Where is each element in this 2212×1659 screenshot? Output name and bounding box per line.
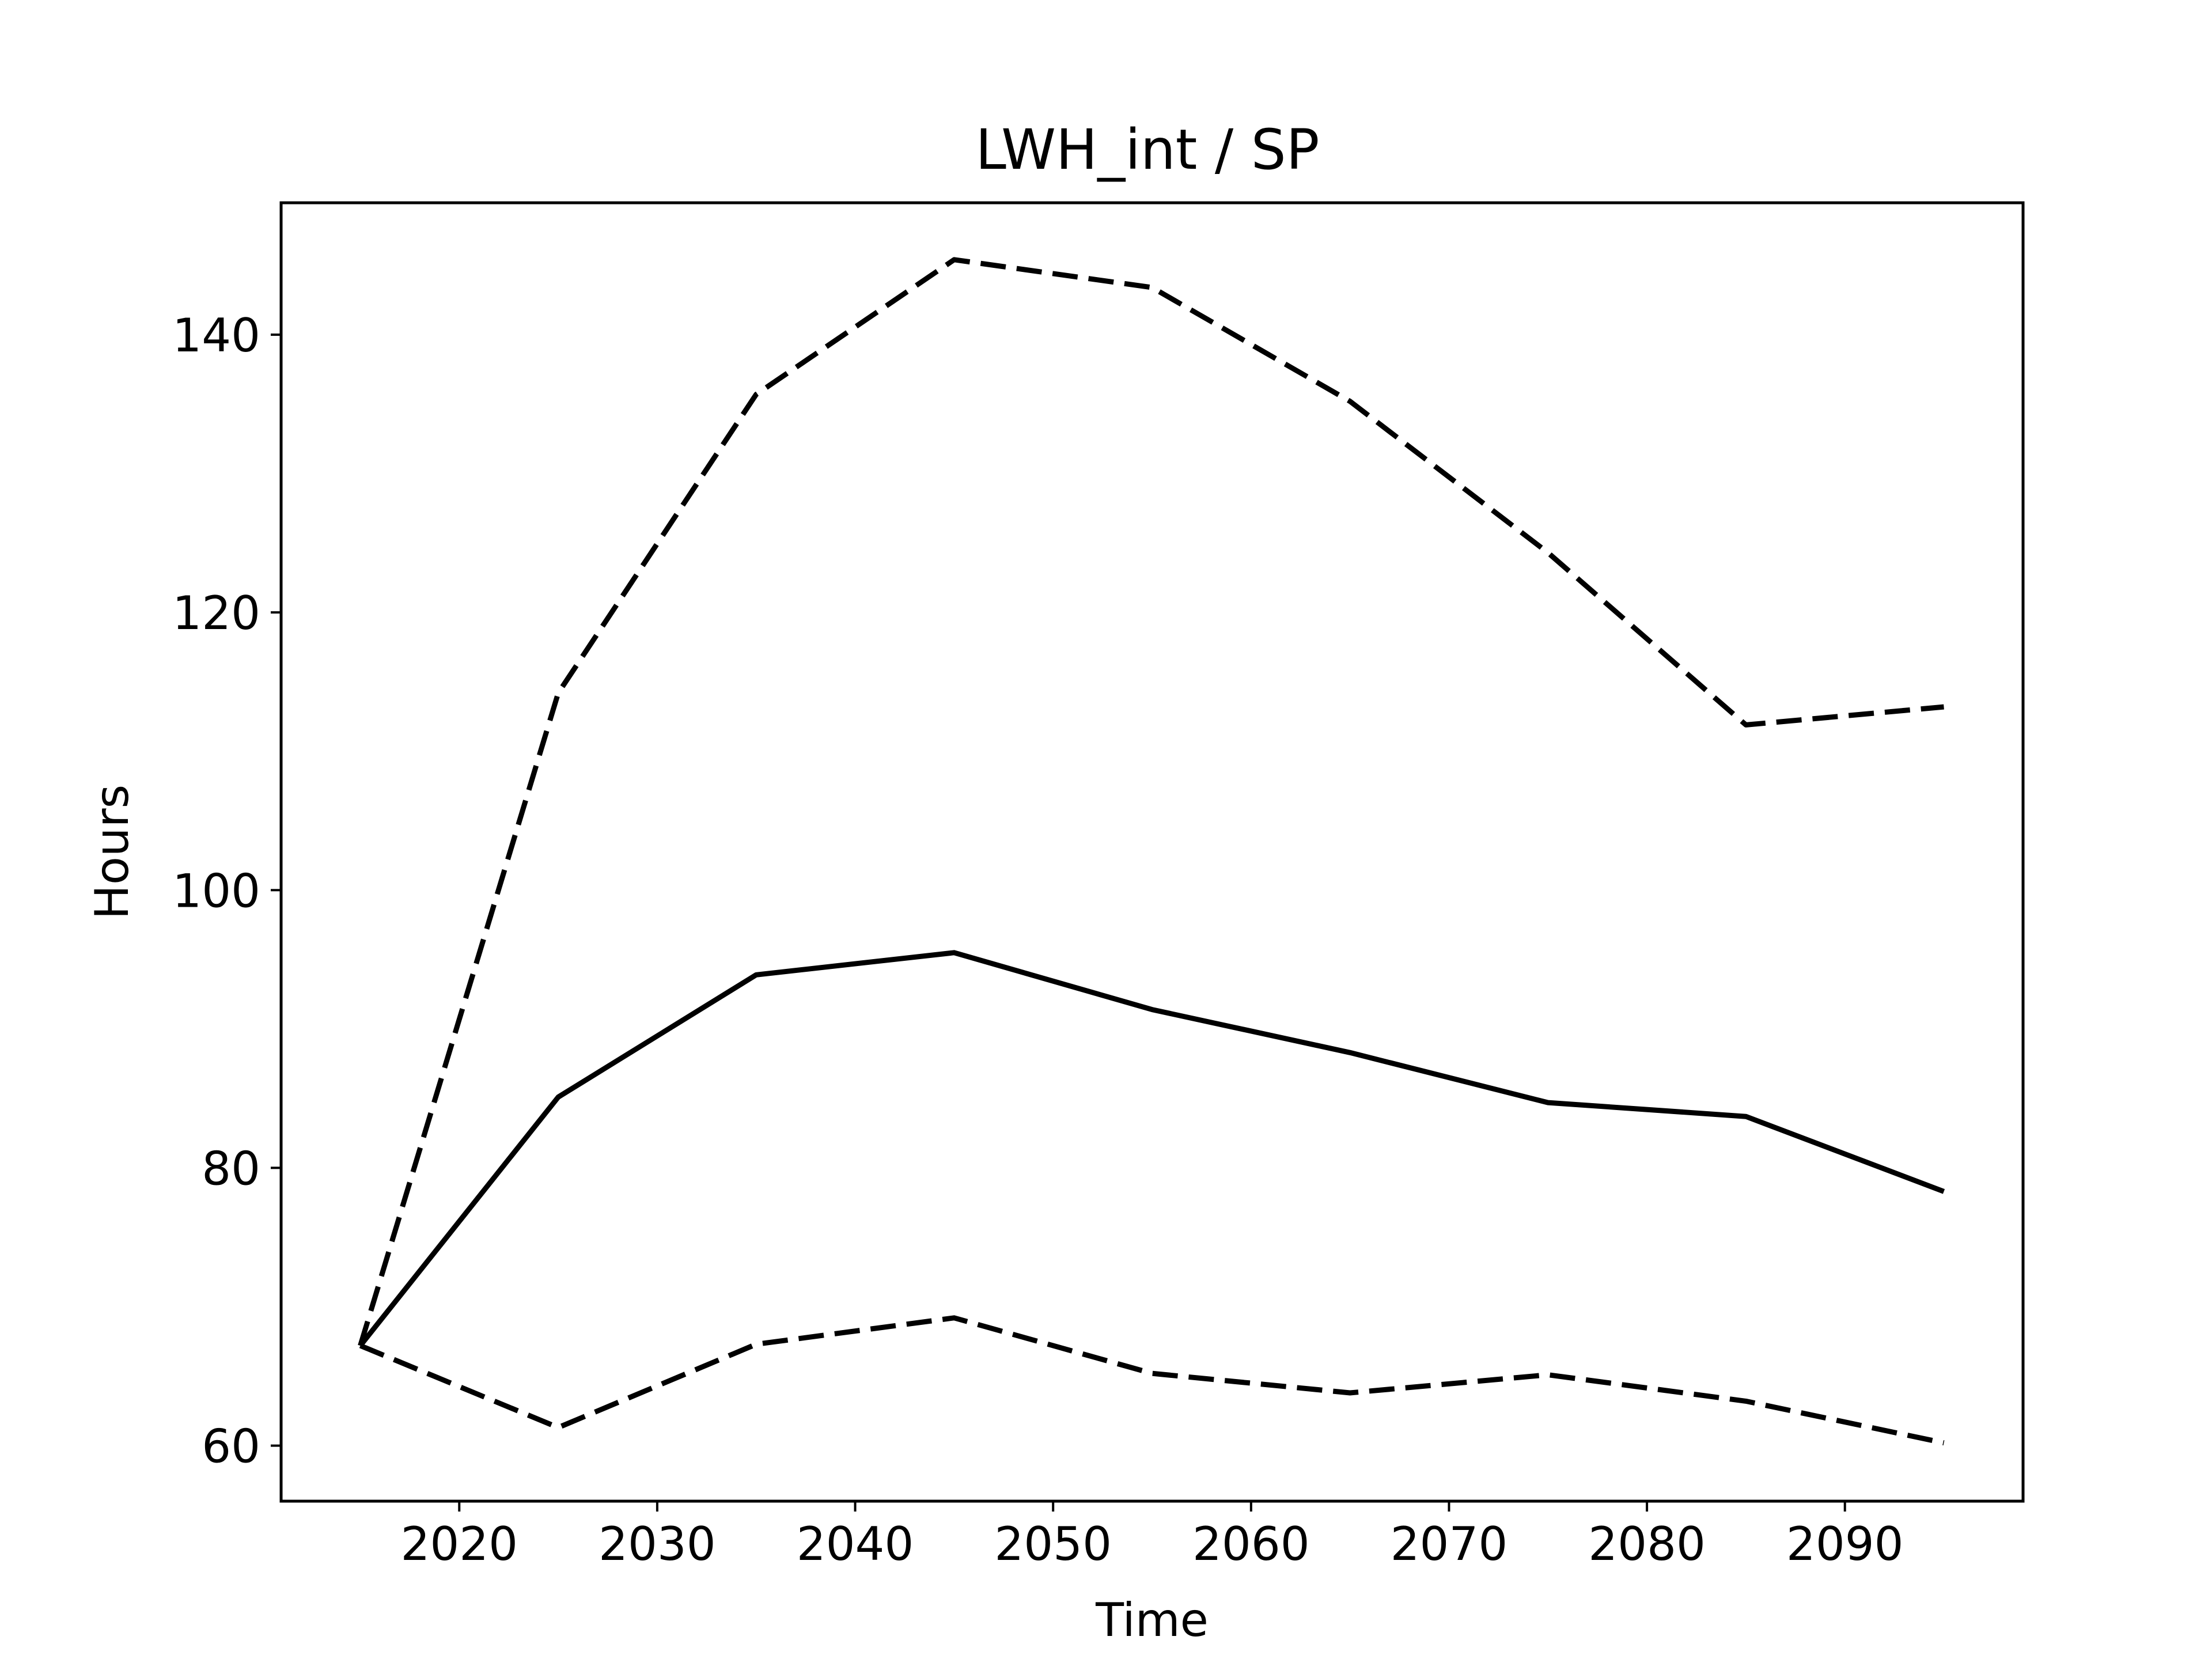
x-tick-label: 2060 xyxy=(1192,1517,1310,1571)
series-line-3 xyxy=(359,1315,1945,1446)
x-tick-label: 2090 xyxy=(1786,1517,1904,1571)
y-tick-label: 60 xyxy=(202,1420,260,1474)
x-tick-label: 2030 xyxy=(599,1517,716,1571)
series-line-1 xyxy=(358,950,1945,1347)
axes-frame xyxy=(279,201,2025,1503)
x-tick-label: 2040 xyxy=(797,1517,914,1571)
y-axis-label: Hours xyxy=(85,785,139,919)
y-tick-label: 80 xyxy=(202,1142,260,1195)
series-line-2 xyxy=(358,257,1944,1347)
chart-title: LWH_int / SP xyxy=(975,118,1319,182)
y-tick-label: 120 xyxy=(172,586,260,640)
x-tick-label: 2080 xyxy=(1588,1517,1706,1571)
y-axis: 60 80 100 120 140 xyxy=(172,309,281,1474)
x-tick-label: 2050 xyxy=(994,1517,1112,1571)
x-tick-label: 2020 xyxy=(400,1517,518,1571)
x-axis: 2020 2030 2040 2050 2060 2070 2080 2090 xyxy=(400,1501,1904,1571)
x-tick-label: 2070 xyxy=(1391,1517,1508,1571)
y-tick-label: 140 xyxy=(172,309,260,362)
plot-area xyxy=(358,257,1945,1446)
y-tick-label: 100 xyxy=(172,864,260,918)
x-axis-label: Time xyxy=(1095,1593,1209,1647)
